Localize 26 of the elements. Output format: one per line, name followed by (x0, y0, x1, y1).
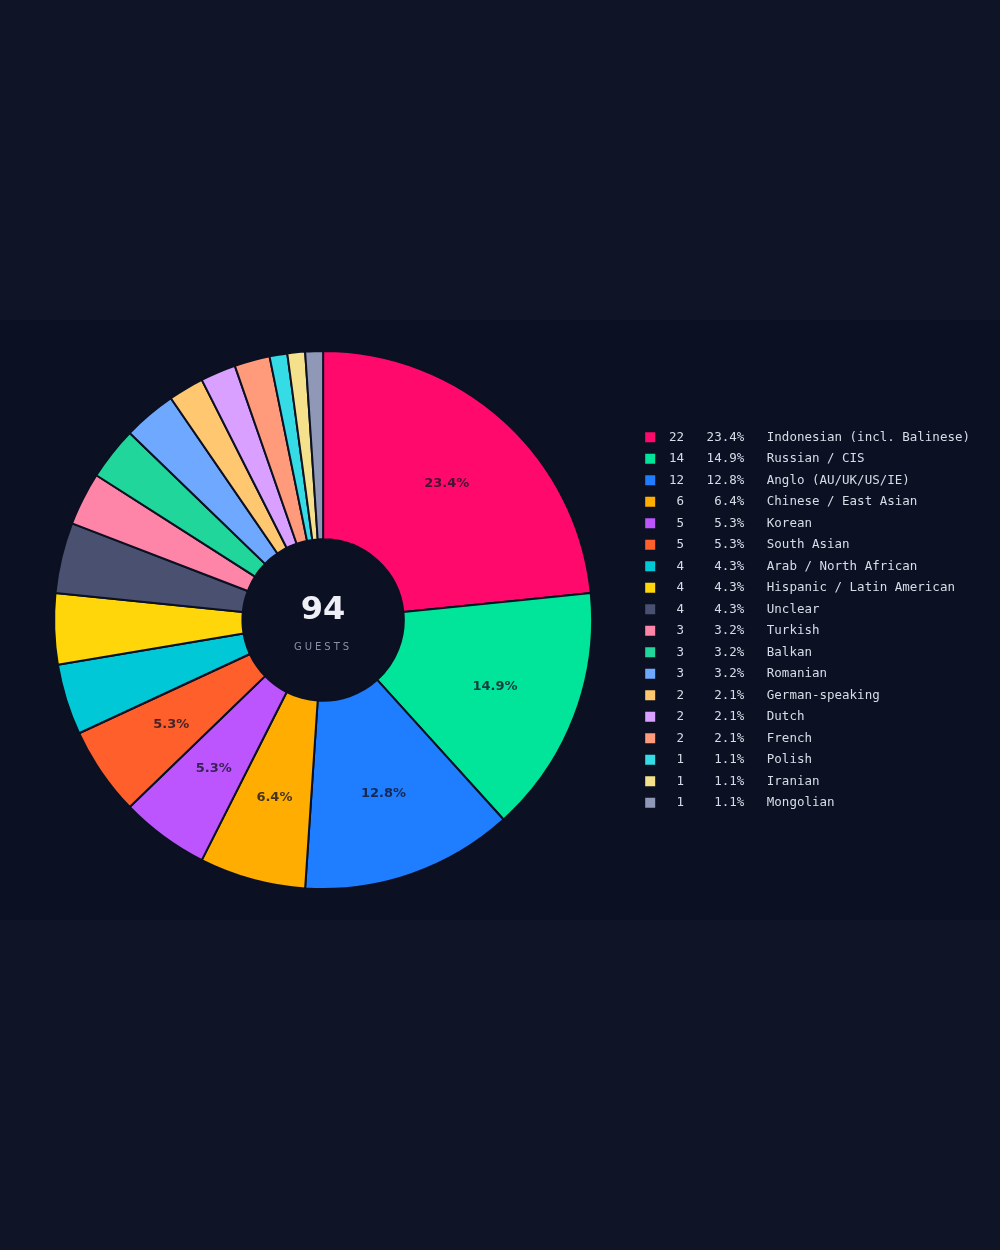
legend-label: 3 3.2% Turkish (661, 622, 820, 637)
legend-label: 1 1.1% Polish (661, 751, 812, 766)
legend-label: 5 5.3% South Asian (661, 536, 850, 551)
legend-label: 1 1.1% Mongolian (661, 794, 835, 809)
legend-label: 3 3.2% Balkan (661, 643, 812, 659)
text: 23.4% (424, 474, 470, 490)
legend-label: 14 14.9% Russian / CIS (661, 450, 865, 465)
legend-label: 2 2.1% French (661, 729, 812, 745)
legend-label: 12 12.8% Anglo (AU/UK/US/IE) (661, 471, 910, 487)
legend-label: 2 2.1% German-speaking (661, 686, 880, 702)
legend-label: 1 1.1% Iranian (661, 772, 820, 788)
legend-label: 4 4.3% Hispanic / Latin American (661, 579, 955, 594)
legend-label: 4 4.3% Arab / North African (661, 557, 918, 573)
text: 5.3% (195, 759, 232, 775)
legend-label: 2 2.1% Dutch (661, 708, 805, 723)
legend-label: 3 3.2% Romanian (661, 665, 828, 680)
text: 6.4% (256, 789, 293, 805)
text: 14.9% (472, 677, 518, 693)
text: 12.8% (360, 785, 407, 801)
text: GUESTS (293, 640, 353, 652)
text: 5.3% (153, 715, 190, 731)
legend-label: 22 23.4% Indonesian (incl. Balinese) (661, 428, 971, 444)
legend-label: 4 4.3% Unclear (661, 600, 820, 616)
text: 94 (300, 588, 346, 627)
legend-label: 6 6.4% Chinese / East Asian (661, 493, 918, 508)
legend-label: 5 5.3% Korean (661, 514, 812, 530)
